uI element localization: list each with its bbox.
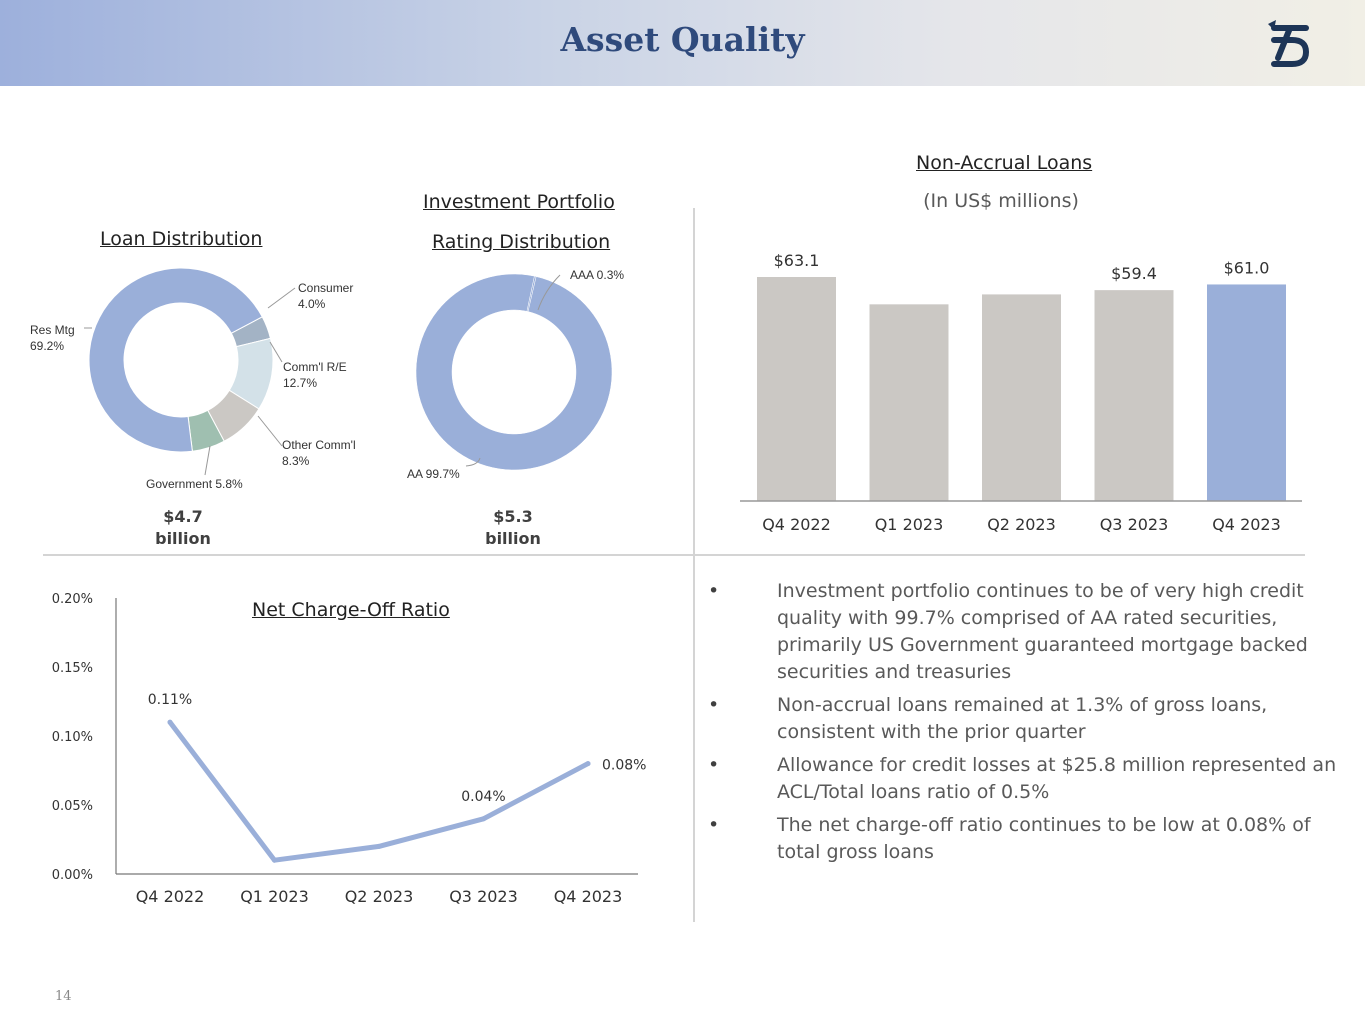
x-tick-label: Q1 2023 — [875, 515, 944, 534]
data-label: $61.0 — [1224, 258, 1270, 277]
nco-line-chart: 0.00% 0.05% 0.10% 0.15% 0.20% Q4 2022 0.11% Q1 … — [52, 592, 647, 906]
bullet-item: • Non-accrual loans remained at 1.3% of g… — [708, 694, 1268, 743]
investment-title-line2: Rating Distribution — [432, 231, 611, 253]
vertical-divider — [693, 208, 695, 922]
nco-title: Net Charge-Off Ratio — [252, 599, 450, 621]
label-government: Government 5.8% — [146, 477, 243, 491]
loan-total: $4.7 billion — [155, 507, 211, 548]
data-label: $63.1 — [774, 251, 820, 270]
label-other-comm: Other Comm'l 8.3% — [282, 438, 356, 468]
x-tick-label: Q4 2022 — [136, 887, 205, 906]
bullet-item: • The net charge-off ratio continues to b… — [708, 814, 1311, 863]
bar-q3-2023 — [1094, 290, 1174, 501]
label-aa: AA 99.7% — [407, 467, 460, 481]
label-comm-re: Comm'l R/E 12.7% — [283, 360, 347, 390]
x-tick-label: Q4 2022 — [762, 515, 831, 534]
data-label: 0.08% — [602, 758, 646, 774]
x-tick-label: Q3 2023 — [1100, 515, 1169, 534]
bullet-symbol: • — [708, 754, 720, 776]
bar-q1-2023 — [869, 304, 949, 501]
leader-line — [537, 274, 561, 311]
non-accrual-subtitle: (In US$ millions) — [923, 190, 1079, 212]
page-title: Asset Quality — [560, 20, 805, 59]
header-bar: Asset Quality — [0, 0, 1365, 86]
bullet-symbol: • — [708, 580, 720, 602]
non-accrual-bar-chart: Q4 2022 $63.1 Q1 2023 Q2 2023 Q3 2023 $59.4 Q4… — [740, 251, 1302, 534]
loan-distribution-title: Loan Distribution — [100, 228, 263, 250]
y-tick-label: 0.20% — [52, 592, 93, 607]
bullet-symbol: • — [708, 814, 720, 836]
series-line — [167, 719, 591, 863]
y-tick-label: 0.10% — [52, 730, 93, 745]
x-tick-label: Q3 2023 — [449, 887, 518, 906]
data-point — [167, 719, 173, 725]
y-tick-label: 0.05% — [52, 799, 93, 814]
donut-slice-res-mtg — [88, 267, 263, 453]
bullet-list: • Investment portfolio continues to be of… — [708, 578, 1358, 872]
data-point — [585, 761, 591, 767]
data-label: $59.4 — [1111, 264, 1157, 283]
leader-line — [204, 445, 211, 476]
label-res-mtg: Res Mtg 69.2% — [30, 323, 75, 353]
donut-slice-aa — [415, 273, 613, 471]
bar-q2-2023 — [982, 294, 1061, 501]
bar-q4-2023 — [1207, 284, 1286, 501]
investment-title-line1: Investment Portfolio — [423, 191, 615, 213]
bullet-symbol: • — [708, 694, 720, 716]
leader-line — [257, 415, 283, 447]
data-point — [272, 857, 277, 863]
x-tick-label: Q2 2023 — [987, 515, 1056, 534]
leader-line — [269, 341, 283, 363]
page-number: 14 — [55, 989, 72, 1004]
label-aaa: AAA 0.3% — [570, 268, 625, 282]
x-tick-label: Q2 2023 — [345, 887, 414, 906]
horizontal-divider — [43, 554, 1305, 556]
bullet-item: • Investment portfolio continues to be of… — [708, 580, 1308, 683]
loan-distribution-donut — [84, 267, 296, 476]
y-tick-label: 0.15% — [52, 661, 93, 676]
bar-q4-2022 — [757, 277, 836, 501]
data-label: 0.11% — [148, 692, 192, 708]
label-consumer: Consumer 4.0% — [298, 281, 354, 311]
leader-line — [267, 287, 296, 309]
x-tick-label: Q4 2023 — [1212, 515, 1281, 534]
data-label: 0.04% — [461, 789, 505, 805]
x-tick-label: Q1 2023 — [240, 887, 309, 906]
data-point — [376, 843, 382, 849]
bullet-item: • Allowance for credit losses at $25.8 mi… — [708, 754, 1337, 803]
y-tick-label: 0.00% — [52, 868, 93, 883]
x-tick-label: Q4 2023 — [554, 887, 623, 906]
data-point — [481, 816, 486, 822]
investment-rating-donut — [415, 273, 613, 471]
non-accrual-title: Non-Accrual Loans — [916, 152, 1093, 174]
investment-total: $5.3 billion — [485, 507, 541, 548]
leader-line — [465, 457, 481, 467]
bank-logo-icon — [1268, 20, 1310, 67]
